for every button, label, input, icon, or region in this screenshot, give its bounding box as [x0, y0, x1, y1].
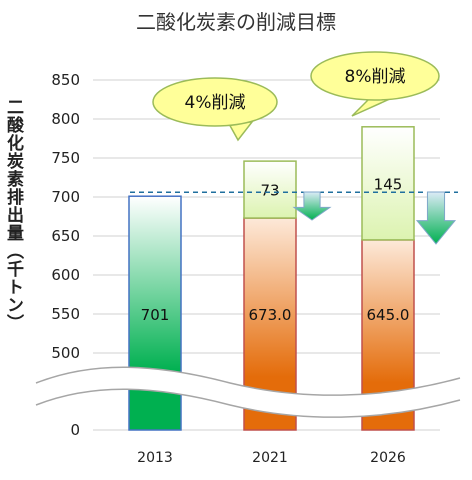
axis-break	[36, 367, 460, 418]
callout-bubble	[152, 77, 278, 127]
x-tick-label: 2021	[252, 450, 288, 466]
x-tick-label: 2013	[137, 450, 173, 466]
y-tick-label: 800	[51, 110, 80, 128]
y-tick-label: 550	[51, 305, 80, 323]
y-tick-label: 500	[51, 344, 80, 362]
y-tick-label: 0	[70, 421, 80, 439]
axis-break-edge	[35, 366, 461, 396]
callout-bubble	[310, 51, 440, 101]
y-axis-label: 二酸化炭素排出量（千トン）	[3, 98, 23, 332]
bar-value-label: 701	[141, 306, 170, 324]
callout-text: 4%削減	[185, 93, 246, 113]
bar-value-label: 673.0	[249, 306, 292, 324]
y-tick-label: 750	[51, 149, 80, 167]
y-tick-label: 850	[51, 71, 80, 89]
y-tick-label: 700	[51, 188, 80, 206]
reduction-label: 145	[374, 175, 403, 193]
callout-text: 8%削減	[345, 67, 406, 87]
down-arrow-icon	[292, 191, 332, 221]
x-tick-label: 2026	[370, 450, 406, 466]
bar-value-label: 645.0	[367, 306, 410, 324]
down-arrow-icon	[415, 191, 457, 245]
y-tick-label: 600	[51, 266, 80, 284]
y-tick-label: 650	[51, 227, 80, 245]
axis-break-edge	[35, 388, 461, 418]
reduction-label: 73	[260, 182, 279, 200]
reduction-bar-2026	[361, 126, 415, 241]
reduction-bar-2021	[243, 160, 297, 219]
chart-title: 二酸化炭素の削減目標	[136, 10, 336, 34]
